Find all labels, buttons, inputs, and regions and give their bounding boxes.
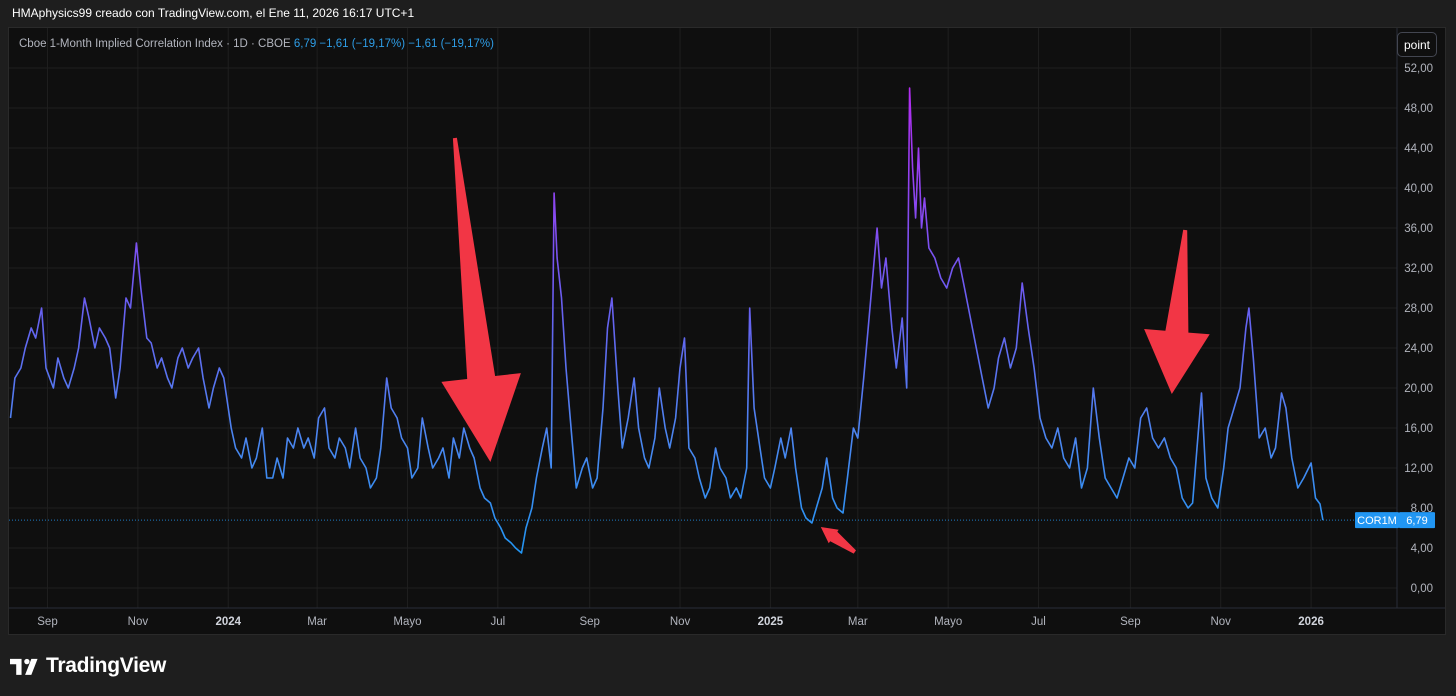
top-bar: HMAphysics99 creado con TradingView.com,… <box>0 0 1456 28</box>
y-tick-label: 0,00 <box>1411 583 1433 595</box>
scale-mode-button[interactable]: point <box>1397 32 1437 57</box>
x-tick-label: Jul <box>490 616 505 628</box>
annotation-arrow[interactable] <box>820 527 856 554</box>
legend-symbol-name: Cboe 1-Month Implied Correlation Index ·… <box>19 38 291 50</box>
x-tick-label: Sep <box>37 616 57 628</box>
y-tick-label: 32,00 <box>1404 263 1433 275</box>
y-tick-label: 16,00 <box>1404 423 1433 435</box>
tradingview-logo-icon <box>10 658 38 675</box>
y-tick-label: 36,00 <box>1404 223 1433 235</box>
price-tag-symbol: COR1M <box>1357 515 1397 527</box>
annotation-arrow[interactable] <box>441 137 521 463</box>
x-tick-label: Nov <box>128 616 149 628</box>
y-tick-label: 20,00 <box>1404 383 1433 395</box>
chart-caption: HMAphysics99 creado con TradingView.com,… <box>12 6 415 20</box>
series-legend[interactable]: Cboe 1-Month Implied Correlation Index ·… <box>19 38 494 50</box>
x-tick-label: Sep <box>579 616 599 628</box>
footer-branding[interactable]: TradingView <box>10 652 166 680</box>
price-tag-symbol-box <box>1355 512 1399 529</box>
x-tick-label: Mayo <box>934 616 962 628</box>
price-tag-value: 6,79 <box>1406 515 1427 527</box>
line-chart[interactable]: 0,00 4,00 8,00 12,00 16,00 20,00 24,00 28,00 32,… <box>9 28 1445 634</box>
x-tick-label: Nov <box>1210 616 1231 628</box>
x-tick-label: Mar <box>307 616 327 628</box>
x-tick-label: 2025 <box>758 616 784 628</box>
chart-panel[interactable]: 0,00 4,00 8,00 12,00 16,00 20,00 24,00 28,00 32,… <box>8 27 1446 635</box>
series-line[interactable] <box>9 87 1324 554</box>
y-tick-label: 12,00 <box>1404 463 1433 475</box>
y-tick-label: 52,00 <box>1404 63 1433 75</box>
x-tick-label: Mayo <box>393 616 421 628</box>
brand-name: TradingView <box>46 654 167 677</box>
y-tick-label: 8,00 <box>1411 503 1433 515</box>
annotation-arrow[interactable] <box>1144 229 1210 394</box>
x-tick-label: Sep <box>1120 616 1140 628</box>
y-tick-label: 24,00 <box>1404 343 1433 355</box>
y-tick-label: 28,00 <box>1404 303 1433 315</box>
x-tick-label: Jul <box>1031 616 1046 628</box>
legend-values: 6,79 −1,61 (−19,17%) −1,61 (−19,17%) <box>293 38 494 50</box>
y-tick-label: 48,00 <box>1404 103 1433 115</box>
x-tick-label: Mar <box>848 616 868 628</box>
x-tick-label: 2026 <box>1298 616 1324 628</box>
y-tick-label: 4,00 <box>1411 543 1433 555</box>
y-tick-label: 44,00 <box>1404 143 1433 155</box>
price-tag-value-box <box>1399 512 1435 529</box>
y-tick-label: 40,00 <box>1404 183 1433 195</box>
x-tick-label: 2024 <box>215 616 241 628</box>
x-tick-label: Nov <box>670 616 691 628</box>
